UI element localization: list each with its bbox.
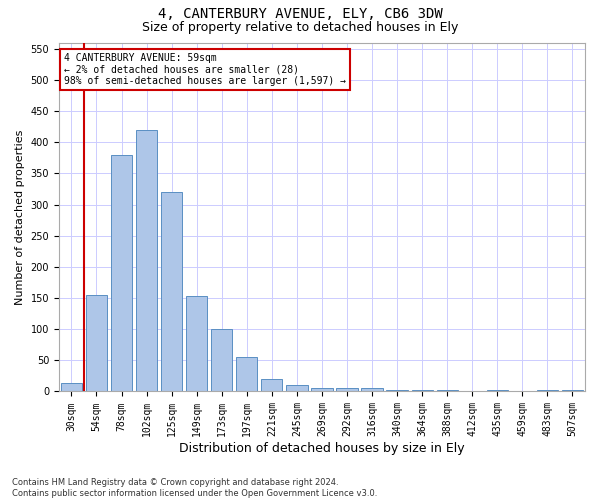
Bar bbox=[487, 390, 508, 392]
Bar bbox=[337, 388, 358, 392]
Bar bbox=[236, 357, 257, 392]
Text: 4, CANTERBURY AVENUE, ELY, CB6 3DW: 4, CANTERBURY AVENUE, ELY, CB6 3DW bbox=[158, 8, 442, 22]
Bar bbox=[286, 385, 308, 392]
Bar bbox=[537, 390, 558, 392]
Text: Contains HM Land Registry data © Crown copyright and database right 2024.
Contai: Contains HM Land Registry data © Crown c… bbox=[12, 478, 377, 498]
Bar bbox=[86, 295, 107, 392]
Bar bbox=[412, 390, 433, 392]
Bar bbox=[562, 390, 583, 392]
Bar bbox=[311, 388, 332, 392]
Bar bbox=[61, 384, 82, 392]
Bar bbox=[186, 296, 208, 392]
Bar bbox=[361, 388, 383, 392]
Text: 4 CANTERBURY AVENUE: 59sqm
← 2% of detached houses are smaller (28)
98% of semi-: 4 CANTERBURY AVENUE: 59sqm ← 2% of detac… bbox=[64, 53, 346, 86]
Bar bbox=[136, 130, 157, 392]
Text: Size of property relative to detached houses in Ely: Size of property relative to detached ho… bbox=[142, 21, 458, 34]
X-axis label: Distribution of detached houses by size in Ely: Distribution of detached houses by size … bbox=[179, 442, 465, 455]
Bar bbox=[211, 329, 232, 392]
Bar bbox=[111, 154, 132, 392]
Bar bbox=[437, 390, 458, 392]
Bar bbox=[386, 390, 408, 392]
Bar bbox=[161, 192, 182, 392]
Y-axis label: Number of detached properties: Number of detached properties bbox=[15, 130, 25, 304]
Bar bbox=[261, 379, 283, 392]
